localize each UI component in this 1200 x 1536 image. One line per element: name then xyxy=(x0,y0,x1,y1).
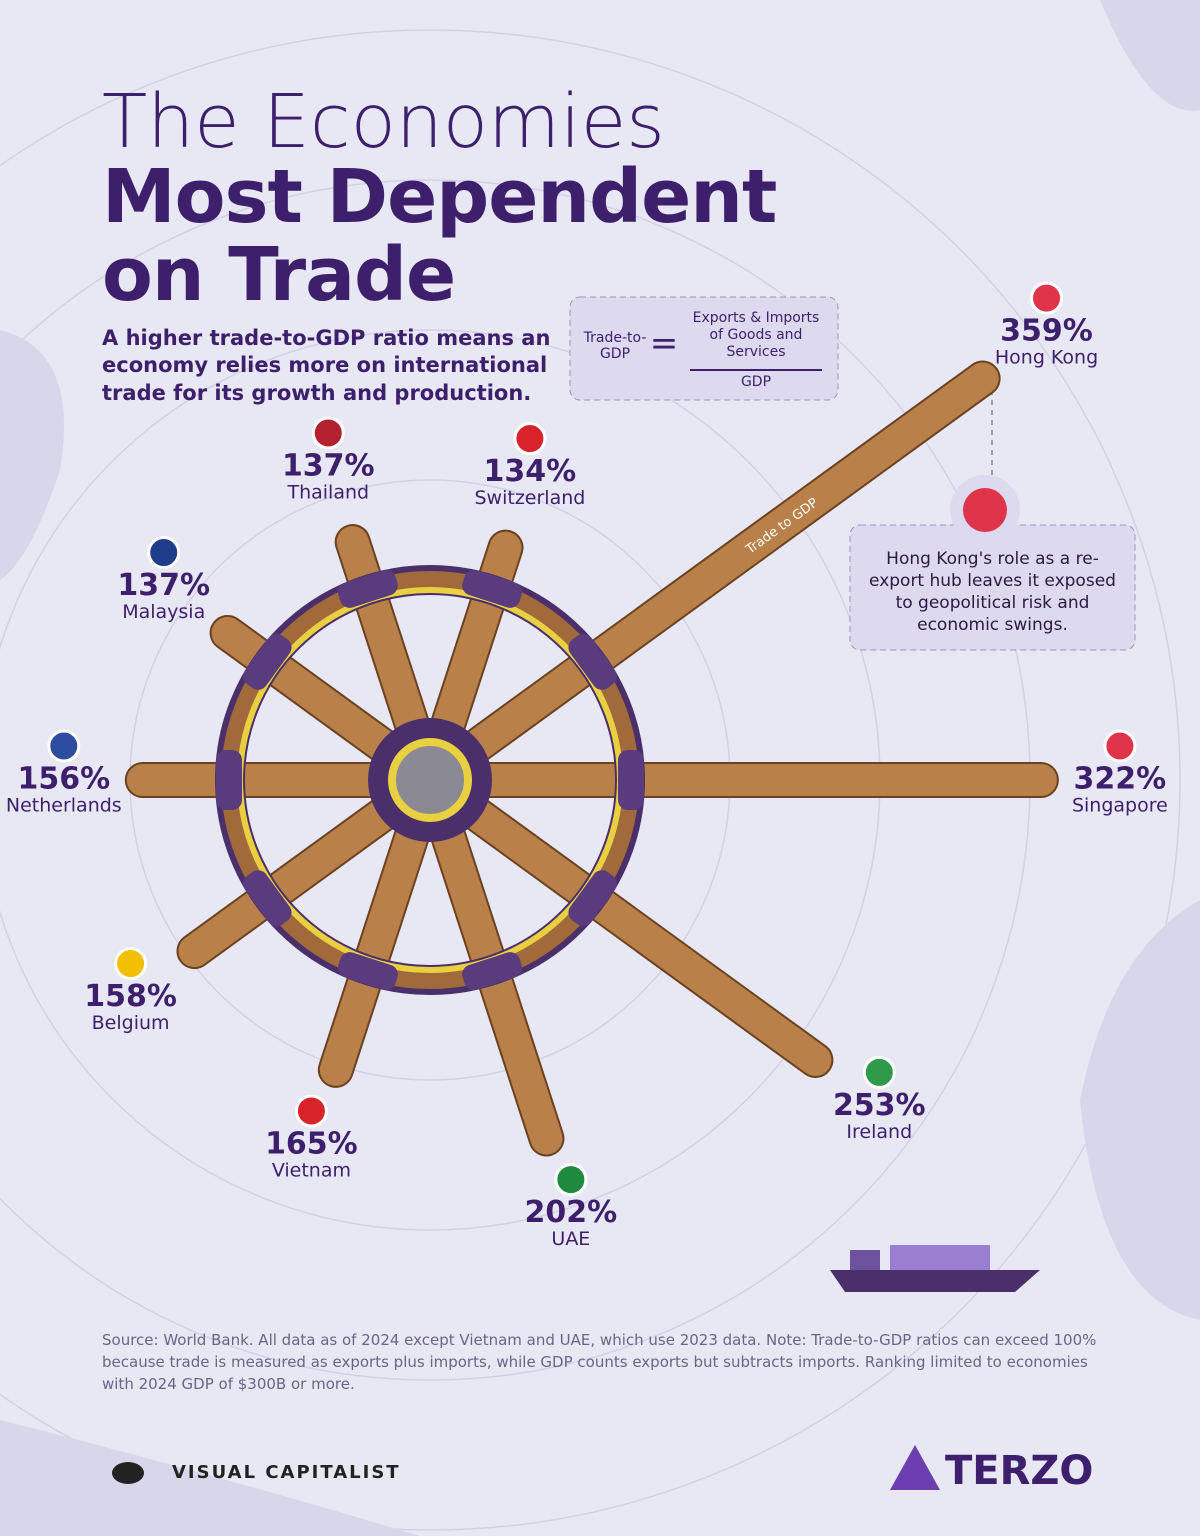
brand-right: TERZO xyxy=(945,1448,1094,1494)
value-label: 137% xyxy=(282,448,375,483)
category-label: Hong Kong xyxy=(995,347,1098,369)
category-label: Vietnam xyxy=(272,1159,351,1181)
clamp xyxy=(568,870,617,927)
flag xyxy=(554,1163,588,1197)
annotation-flag xyxy=(963,488,1007,532)
annotation: Hong Kong's role as a re-export hub leav… xyxy=(869,549,1116,636)
hub-ring xyxy=(388,738,472,822)
terzo-logo xyxy=(890,1445,940,1490)
brand-left: VISUAL CAPITALIST xyxy=(172,1462,401,1483)
category-label: UAE xyxy=(551,1228,590,1250)
clamp xyxy=(243,633,292,690)
flag xyxy=(294,1094,328,1128)
category-label: Switzerland xyxy=(474,487,585,509)
value-label: 322% xyxy=(1074,762,1167,797)
value-label: 202% xyxy=(525,1195,618,1230)
title-block: The Economies Most Dependent on Trade xyxy=(102,79,777,318)
clamp xyxy=(337,952,398,991)
clamp xyxy=(462,952,523,991)
category-label: Singapore xyxy=(1072,795,1168,817)
clamp xyxy=(618,750,644,810)
clamp xyxy=(216,750,242,810)
clamp xyxy=(337,569,398,608)
value-label: 134% xyxy=(484,454,577,489)
value-label: 359% xyxy=(1000,314,1093,349)
flag xyxy=(862,1055,896,1089)
subtitle: A higher trade-to-GDP ratio means an eco… xyxy=(102,326,551,405)
formula-numerator: Exports & Imports of Goods and Services xyxy=(692,310,820,360)
formula-denominator: GDP xyxy=(740,374,772,390)
value-label: 137% xyxy=(117,568,210,603)
flag xyxy=(1103,729,1137,763)
category-label: Thailand xyxy=(286,481,369,503)
formula-box xyxy=(569,296,839,401)
flag xyxy=(1030,281,1064,315)
category-label: Belgium xyxy=(92,1012,170,1034)
handle xyxy=(429,762,1059,798)
value-label: 165% xyxy=(265,1126,358,1161)
flag xyxy=(147,536,181,570)
category-label: Ireland xyxy=(846,1121,912,1143)
ship xyxy=(830,1245,1040,1292)
clamp xyxy=(568,633,617,690)
category-label: Netherlands xyxy=(6,795,122,817)
formula-left: Trade-to-GDP xyxy=(583,330,647,362)
flag xyxy=(513,422,547,456)
visual-capitalist-logo xyxy=(112,1462,144,1484)
source-note: Source: World Bank. All data as of 2024 … xyxy=(102,1331,1097,1393)
title-line: on Trade xyxy=(102,231,456,318)
flag xyxy=(47,729,81,763)
clamp xyxy=(462,569,523,608)
clamp xyxy=(243,870,292,927)
flag xyxy=(311,416,345,450)
value-label: 253% xyxy=(833,1088,926,1123)
equals-sign: = xyxy=(650,324,679,364)
value-label: 156% xyxy=(17,762,110,797)
value-label: 158% xyxy=(84,979,177,1014)
flag xyxy=(114,947,148,981)
title-line: The Economies xyxy=(102,79,665,165)
category-label: Malaysia xyxy=(122,601,205,623)
title-line: Most Dependent xyxy=(102,154,777,240)
